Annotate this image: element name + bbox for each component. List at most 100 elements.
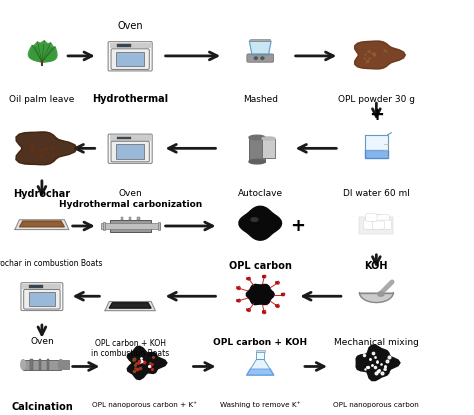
FancyBboxPatch shape	[372, 221, 384, 229]
Polygon shape	[239, 206, 282, 240]
Polygon shape	[34, 41, 52, 62]
FancyBboxPatch shape	[247, 54, 273, 62]
Text: Washing to remove K⁺: Washing to remove K⁺	[220, 402, 301, 408]
Text: +: +	[290, 217, 305, 235]
Bar	[30, 359, 33, 371]
Circle shape	[276, 305, 279, 308]
Ellipse shape	[249, 159, 265, 164]
Bar	[109, 135, 151, 141]
FancyBboxPatch shape	[24, 289, 60, 309]
Text: Oil palm leave: Oil palm leave	[9, 95, 74, 104]
Polygon shape	[246, 369, 274, 375]
Bar	[262, 139, 275, 158]
Text: OPL powder 30 g: OPL powder 30 g	[338, 95, 415, 104]
Polygon shape	[356, 345, 400, 381]
Polygon shape	[246, 284, 274, 305]
Bar	[47, 359, 49, 371]
Bar	[62, 361, 69, 369]
Bar	[102, 222, 105, 229]
Text: K⁺: K⁺	[246, 277, 252, 281]
Polygon shape	[38, 48, 55, 62]
Bar	[359, 217, 393, 234]
Circle shape	[261, 57, 264, 59]
FancyBboxPatch shape	[363, 220, 377, 229]
Bar	[116, 144, 144, 159]
Ellipse shape	[21, 360, 25, 370]
Polygon shape	[105, 301, 155, 311]
FancyBboxPatch shape	[365, 214, 377, 221]
Polygon shape	[246, 359, 274, 375]
Bar	[22, 284, 62, 289]
FancyBboxPatch shape	[368, 215, 383, 225]
Circle shape	[255, 57, 257, 59]
Bar	[255, 350, 265, 352]
Text: KOH: KOH	[365, 261, 388, 271]
Bar	[100, 223, 160, 229]
Polygon shape	[359, 293, 393, 303]
Bar	[38, 359, 41, 371]
Text: Mechanical mixing: Mechanical mixing	[334, 338, 419, 347]
Polygon shape	[19, 221, 64, 227]
Text: Calcination: Calcination	[11, 402, 73, 412]
Text: OPL nanoporous carbon + K⁺: OPL nanoporous carbon + K⁺	[91, 402, 197, 408]
FancyBboxPatch shape	[377, 215, 390, 224]
Polygon shape	[256, 352, 264, 359]
Text: +: +	[369, 106, 384, 124]
Polygon shape	[128, 346, 167, 380]
Text: DI water 60 ml: DI water 60 ml	[343, 189, 410, 198]
Polygon shape	[31, 42, 49, 62]
Text: OPL carbon: OPL carbon	[229, 261, 292, 271]
Polygon shape	[28, 45, 46, 62]
Bar	[109, 220, 151, 232]
Polygon shape	[37, 43, 55, 62]
Polygon shape	[365, 150, 388, 159]
Text: OPL nanoporous carbon: OPL nanoporous carbon	[334, 402, 419, 408]
Circle shape	[247, 278, 250, 280]
Text: K⁺: K⁺	[275, 304, 281, 308]
Text: K⁺: K⁺	[275, 281, 281, 285]
Ellipse shape	[58, 360, 63, 370]
Circle shape	[263, 311, 266, 314]
Text: Oven: Oven	[118, 21, 143, 31]
Bar	[23, 360, 61, 370]
Text: K⁺: K⁺	[236, 299, 242, 303]
Bar	[29, 293, 55, 306]
Bar	[121, 217, 123, 220]
Bar	[29, 285, 43, 288]
Polygon shape	[109, 303, 151, 308]
Polygon shape	[249, 41, 271, 55]
FancyBboxPatch shape	[111, 141, 149, 162]
Text: Hydrothermal: Hydrothermal	[92, 94, 168, 104]
Text: Oven: Oven	[30, 337, 54, 346]
Text: Hydrothermal carbonization: Hydrothermal carbonization	[58, 200, 202, 209]
Bar	[109, 43, 151, 48]
FancyBboxPatch shape	[379, 220, 392, 229]
FancyBboxPatch shape	[108, 42, 152, 71]
Text: Oven: Oven	[118, 189, 142, 198]
Ellipse shape	[262, 137, 275, 140]
Bar	[158, 222, 160, 229]
FancyBboxPatch shape	[108, 134, 152, 164]
Bar	[116, 52, 144, 66]
Text: Autoclave: Autoclave	[237, 189, 283, 198]
Bar	[117, 137, 131, 139]
FancyBboxPatch shape	[111, 49, 149, 69]
Polygon shape	[15, 220, 69, 229]
Circle shape	[282, 293, 284, 296]
Polygon shape	[355, 41, 405, 69]
Text: K⁺: K⁺	[261, 310, 267, 315]
Polygon shape	[40, 47, 57, 62]
Text: K⁺: K⁺	[280, 293, 286, 296]
Bar	[249, 137, 265, 161]
Text: Hydrochar in combustion Boats: Hydrochar in combustion Boats	[0, 259, 102, 268]
Text: OPL carbon + KOH: OPL carbon + KOH	[213, 338, 307, 347]
FancyBboxPatch shape	[21, 283, 63, 310]
Text: Mashed: Mashed	[243, 95, 278, 104]
Circle shape	[237, 300, 240, 302]
Text: K⁺: K⁺	[246, 308, 252, 312]
Bar	[250, 39, 270, 41]
Bar	[137, 217, 139, 220]
Polygon shape	[16, 132, 77, 165]
Ellipse shape	[249, 135, 265, 140]
Text: K⁺: K⁺	[236, 286, 242, 290]
